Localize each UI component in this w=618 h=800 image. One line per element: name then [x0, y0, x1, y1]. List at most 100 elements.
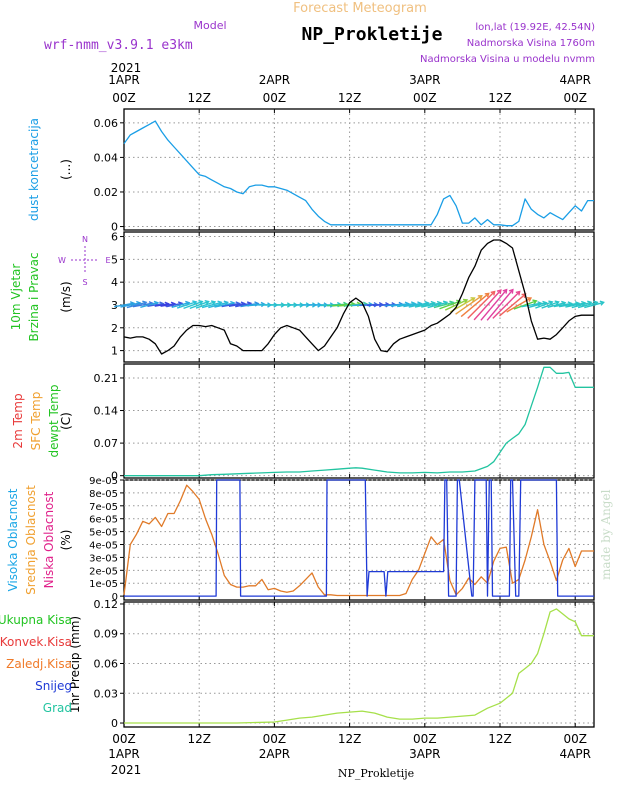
model-label: Model	[193, 19, 226, 32]
wind-arrow	[521, 302, 542, 308]
wind-arrow	[154, 303, 169, 307]
y-tick-label: 5	[111, 253, 118, 266]
panel-label: SFC Temp	[29, 392, 43, 451]
wind-arrow	[513, 300, 537, 310]
panel-label: dust koncetracija	[27, 118, 41, 221]
wind-arrow	[558, 302, 579, 308]
y-tick-label: 4	[111, 276, 118, 289]
wind-arrow	[439, 300, 461, 310]
wind-arrow	[460, 292, 490, 318]
y-tick-label: 6	[111, 231, 118, 244]
precip-legend-label: Konvek.Kisa	[0, 635, 72, 649]
bottom-date-label: 1APR	[108, 747, 139, 761]
wind-arrow-head	[490, 290, 496, 296]
top-hour-label: 00Z	[563, 91, 587, 105]
series-line-wind-speed	[123, 239, 594, 355]
wind-arrow-head	[496, 289, 502, 295]
panels: 0 0.02 0.04 0.06 (...) dust koncetracija 1 2 3 4 5…	[0, 108, 605, 730]
wind-arrow	[166, 302, 183, 308]
bottom-hour-label: 12Z	[488, 732, 512, 746]
wind-arrow	[414, 302, 435, 308]
wind-arrow	[455, 295, 483, 315]
y-tick-label: 5e-05	[89, 528, 118, 539]
panel-label: 10m Vjetar	[9, 264, 23, 331]
wind-arrow	[553, 302, 572, 308]
panel-label: Visoka Oblacnost	[6, 488, 20, 591]
top-date-label: 2APR	[259, 73, 290, 87]
y-tick-label: 0	[112, 592, 118, 603]
wind-arrow	[408, 302, 429, 308]
wind-arrow-head	[462, 298, 469, 304]
y-tick-label: 1e-05	[89, 579, 118, 590]
wind-arrow	[390, 303, 409, 307]
panel-label: Srednja Oblacnost	[24, 485, 38, 595]
wind-arrow	[535, 301, 553, 309]
top-hour-label: 12Z	[187, 91, 211, 105]
y-tick-label: 0.02	[94, 186, 119, 199]
wind-arrow	[565, 302, 586, 308]
y-axis-label: (%)	[59, 530, 73, 551]
wind-arrow	[486, 289, 514, 321]
precip-legend-label: Ukupna Kisa	[0, 613, 72, 627]
wind-arrow-head	[532, 299, 538, 305]
y-tick-label: 0.04	[94, 151, 119, 164]
wind-arrow	[201, 301, 222, 309]
wind-arrow-head	[548, 300, 554, 306]
panel-label: Brzina i Pravac	[27, 252, 41, 341]
panel-label: 2m Temp	[11, 393, 25, 448]
bottom-hour-label: 00Z	[413, 732, 437, 746]
series-line-cloud-mid	[123, 484, 594, 597]
y-tick-label: 0.06	[94, 117, 119, 130]
wind-arrow	[397, 302, 415, 308]
bottom-date-label: 3APR	[409, 747, 440, 761]
y-tick-label: 0.14	[94, 405, 119, 418]
top-hour-label: 00Z	[112, 91, 136, 105]
y-tick-label: 1	[111, 345, 118, 358]
wind-arrow	[120, 302, 141, 308]
station-name: NP_Prokletije	[302, 24, 443, 45]
series-line-temp	[124, 366, 594, 477]
panel-dust: 0 0.02 0.04 0.06 (...) dust koncetracija	[27, 108, 595, 234]
compass-rose: N S W E	[58, 235, 110, 287]
wind-arrow	[140, 301, 158, 308]
precip-legend-label: Zaledj.Kisa	[6, 657, 72, 671]
top-hour-label: 00Z	[413, 91, 437, 105]
precip-legend-label: Snijeg	[35, 679, 72, 693]
y-tick-label: 9e-05	[89, 476, 118, 487]
y-tick-label: 7e-05	[89, 502, 118, 513]
wind-arrow	[214, 302, 235, 308]
wind-arrow	[221, 302, 240, 308]
y-tick-label: 2e-05	[89, 566, 118, 577]
wind-arrow	[547, 301, 566, 308]
top-date-label: 3APR	[409, 73, 440, 87]
y-tick-label: 0.06	[94, 658, 119, 671]
wind-arrow	[228, 302, 245, 308]
wind-arrow-head	[484, 292, 490, 298]
y-tick-label: 3e-05	[89, 553, 118, 564]
compass-w: W	[58, 256, 66, 265]
wind-arrow	[492, 291, 521, 319]
elevation-label: Nadmorska Visina 1760m	[467, 38, 595, 49]
watermark: made by Angel	[599, 489, 613, 580]
panel-precip: 0 0.03 0.06 0.09 0.12 1hr Precip (mm)Ukupna K…	[0, 598, 595, 730]
series-line-dust	[123, 120, 594, 227]
wind-arrow	[208, 301, 228, 309]
top-year-label: 2021	[111, 61, 142, 75]
wind-arrow	[132, 302, 153, 308]
bottom-hour-label: 12Z	[338, 732, 362, 746]
wind-arrow	[427, 301, 448, 309]
panel-label: Niska Oblacnost	[42, 491, 56, 588]
wind-arrow	[421, 302, 441, 308]
wind-arrow	[541, 301, 559, 309]
bottom-hour-label: 00Z	[112, 732, 136, 746]
lonlat-label: lon,lat (19.92E, 42.54N)	[475, 22, 595, 33]
panel-temp: 0 0.07 0.14 0.21 (C) 2m Temp SFC Temp dewpt Tem…	[11, 363, 595, 483]
wind-arrow-head	[477, 295, 483, 300]
wind-arrow	[444, 299, 468, 311]
wind-arrow	[571, 301, 592, 309]
wind-arrow	[114, 302, 134, 308]
wind-arrow	[176, 301, 197, 309]
